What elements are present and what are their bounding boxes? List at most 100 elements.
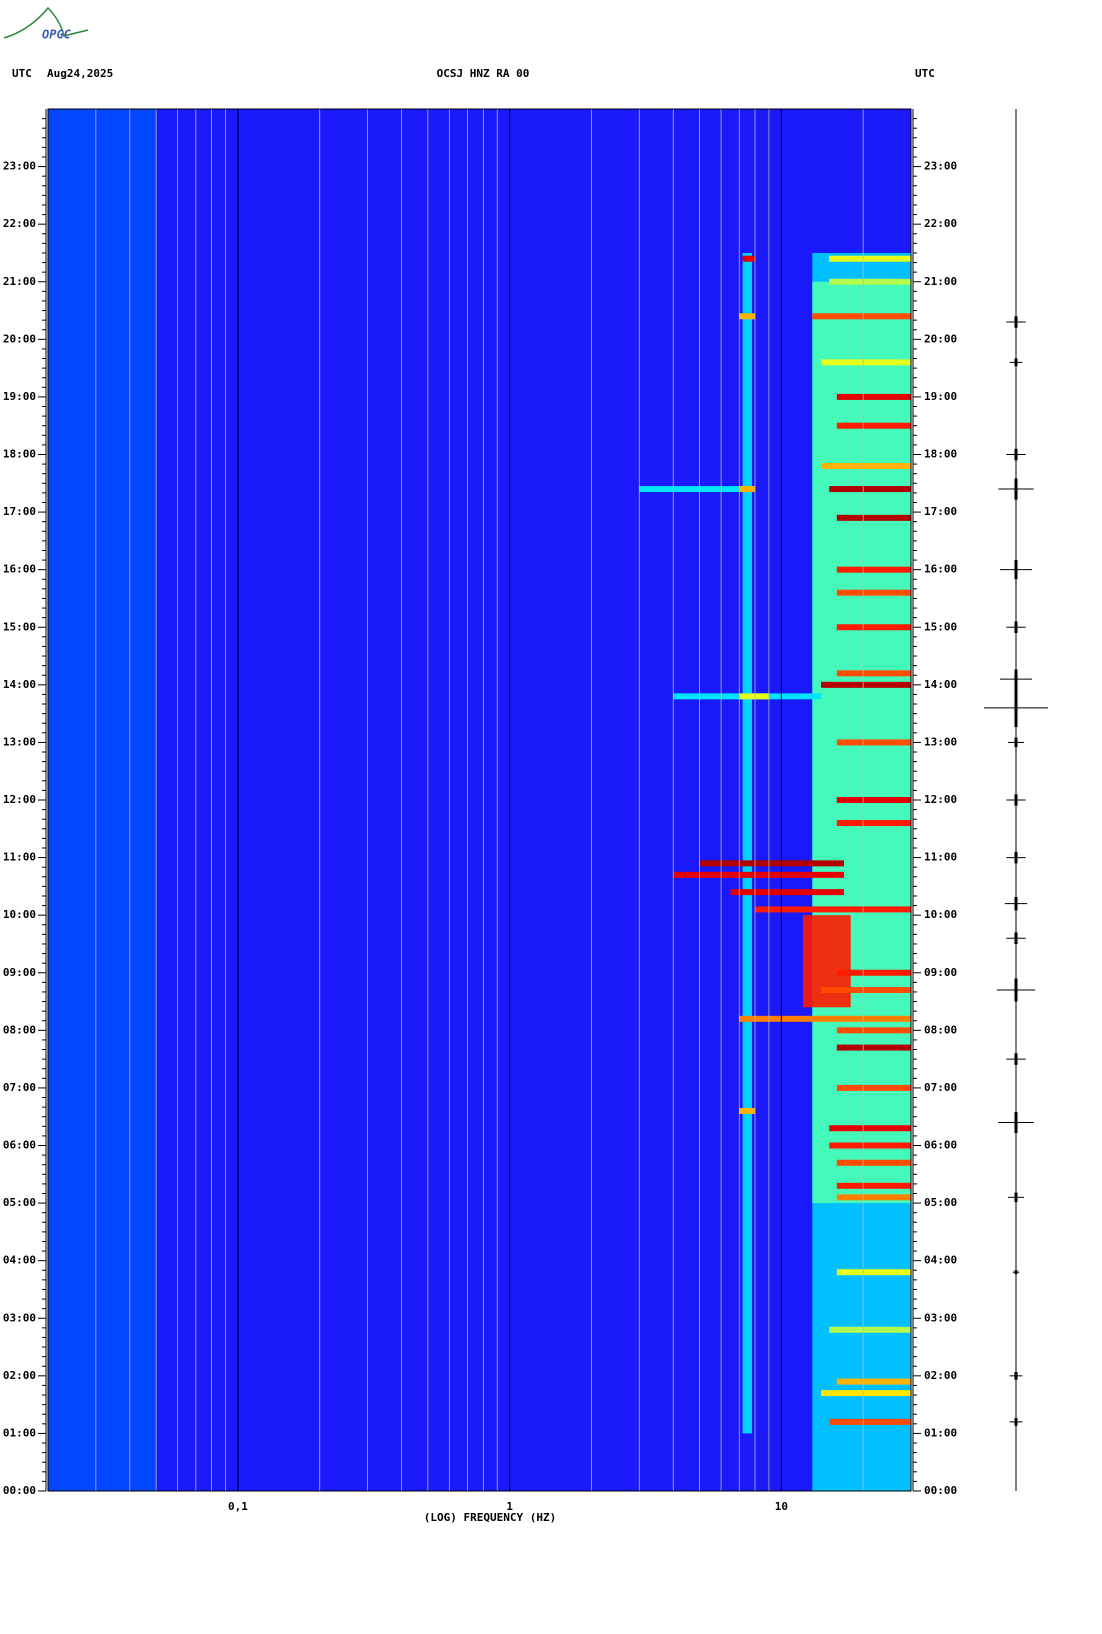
- y-tick-label: 23:00: [924, 160, 957, 173]
- y-tick-label: 02:00: [3, 1369, 36, 1382]
- spectral-event: [836, 1027, 911, 1034]
- y-tick-label: 00:00: [3, 1484, 36, 1497]
- spectral-event: [739, 1107, 756, 1114]
- logo-mark: [3, 6, 89, 39]
- y-tick-label: 22:00: [924, 217, 957, 230]
- spectral-event: [739, 693, 769, 700]
- spectral-event: [836, 1182, 911, 1189]
- spectral-event: [812, 313, 911, 320]
- spectral-event: [821, 1390, 911, 1397]
- y-tick-label: 10:00: [3, 908, 36, 921]
- spectral-event: [836, 624, 911, 631]
- y-tick-label: 19:00: [924, 390, 957, 403]
- y-tick-label: 16:00: [3, 563, 36, 576]
- spectral-event: [836, 820, 911, 827]
- spectral-event: [836, 1159, 911, 1166]
- chart-title: OCSJ HNZ RA 00: [437, 67, 530, 80]
- spectral-event: [739, 1015, 911, 1022]
- y-tick-label: 02:00: [924, 1369, 957, 1382]
- x-tick-label: 0,1: [228, 1500, 248, 1513]
- y-tick-label: 03:00: [3, 1311, 36, 1324]
- spectral-band: [48, 109, 911, 1491]
- y-tick-label: 10:00: [924, 908, 957, 921]
- y-tick-label: 05:00: [924, 1196, 957, 1209]
- y-tick-label: 11:00: [3, 851, 36, 864]
- y-tick-label: 11:00: [924, 851, 957, 864]
- y-tick-label: 09:00: [3, 966, 36, 979]
- y-tick-label: 03:00: [924, 1311, 957, 1324]
- spectral-event: [836, 797, 911, 803]
- y-tick-label: 13:00: [3, 735, 36, 748]
- y-tick-label: 15:00: [3, 620, 36, 633]
- y-tick-label: 05:00: [3, 1196, 36, 1209]
- y-tick-label: 19:00: [3, 390, 36, 403]
- spectral-event: [829, 1326, 911, 1333]
- spectral-event: [836, 566, 911, 573]
- spectral-event: [829, 486, 911, 493]
- spectral-event: [821, 359, 911, 366]
- spectral-event: [836, 670, 911, 677]
- spectral-event: [836, 514, 911, 521]
- y-tick-label: 14:00: [3, 678, 36, 691]
- y-tick-label: 01:00: [924, 1426, 957, 1439]
- logo: OPGC: [42, 28, 72, 42]
- spectral-event: [821, 681, 911, 688]
- x-axis-label: (LOG) FREQUENCY (HZ): [424, 1511, 556, 1524]
- y-tick-label: 21:00: [924, 275, 957, 288]
- spectral-event: [836, 1378, 911, 1385]
- spectral-event: [730, 889, 844, 896]
- y-tick-label: 20:00: [3, 332, 36, 345]
- y-tick-label: 04:00: [924, 1254, 957, 1267]
- date: Aug24,2025: [47, 67, 113, 80]
- spectral-event: [829, 1125, 911, 1132]
- y-tick-label: 01:00: [3, 1426, 36, 1439]
- y-tick-label: 20:00: [924, 332, 957, 345]
- y-tick-label: 14:00: [924, 678, 957, 691]
- y-tick-label: 17:00: [3, 505, 36, 518]
- spectral-event: [836, 1044, 911, 1051]
- y-tick-label: 07:00: [924, 1081, 957, 1094]
- y-tick-label: 15:00: [924, 620, 957, 633]
- spectral-event: [829, 1142, 911, 1149]
- spectral-band: [742, 252, 753, 1434]
- y-tick-label: 16:00: [924, 563, 957, 576]
- spectral-event: [821, 463, 911, 470]
- y-tick-label: 06:00: [924, 1139, 957, 1152]
- spectral-event: [836, 589, 911, 596]
- spectral-event: [829, 278, 911, 285]
- y-tick-label: 13:00: [924, 735, 957, 748]
- spectral-event: [821, 987, 911, 994]
- spectral-event: [742, 255, 756, 262]
- y-tick-label: 21:00: [3, 275, 36, 288]
- spectral-event: [739, 486, 756, 493]
- spectral-event: [673, 871, 844, 878]
- spectral-band: [48, 109, 157, 1491]
- spectral-event: [836, 393, 911, 400]
- spectral-event: [836, 969, 911, 976]
- y-tick-label: 12:00: [924, 793, 957, 806]
- spectral-event: [755, 906, 911, 913]
- y-tick-label: 06:00: [3, 1139, 36, 1152]
- y-tick-label: 09:00: [924, 966, 957, 979]
- spectral-event: [836, 422, 911, 429]
- spectral-event: [836, 1269, 911, 1276]
- y-tick-label: 08:00: [3, 1023, 36, 1036]
- time-zone: UTC: [915, 67, 935, 80]
- spectral-event: [829, 1418, 911, 1425]
- spectral-event: [829, 255, 911, 262]
- y-tick-label: 12:00: [3, 793, 36, 806]
- spectral-event: [699, 860, 844, 867]
- y-tick-label: 18:00: [3, 448, 36, 461]
- spectral-event: [836, 1194, 911, 1201]
- spectral-band: [802, 915, 851, 1008]
- spectral-event: [836, 739, 911, 746]
- y-tick-label: 23:00: [3, 160, 36, 173]
- y-tick-label: 04:00: [3, 1254, 36, 1267]
- y-tick-label: 08:00: [924, 1023, 957, 1036]
- y-tick-label: 07:00: [3, 1081, 36, 1094]
- x-tick-label: 1: [506, 1500, 513, 1513]
- spectral-event: [639, 486, 740, 493]
- spectral-event: [739, 313, 756, 320]
- y-tick-label: 17:00: [924, 505, 957, 518]
